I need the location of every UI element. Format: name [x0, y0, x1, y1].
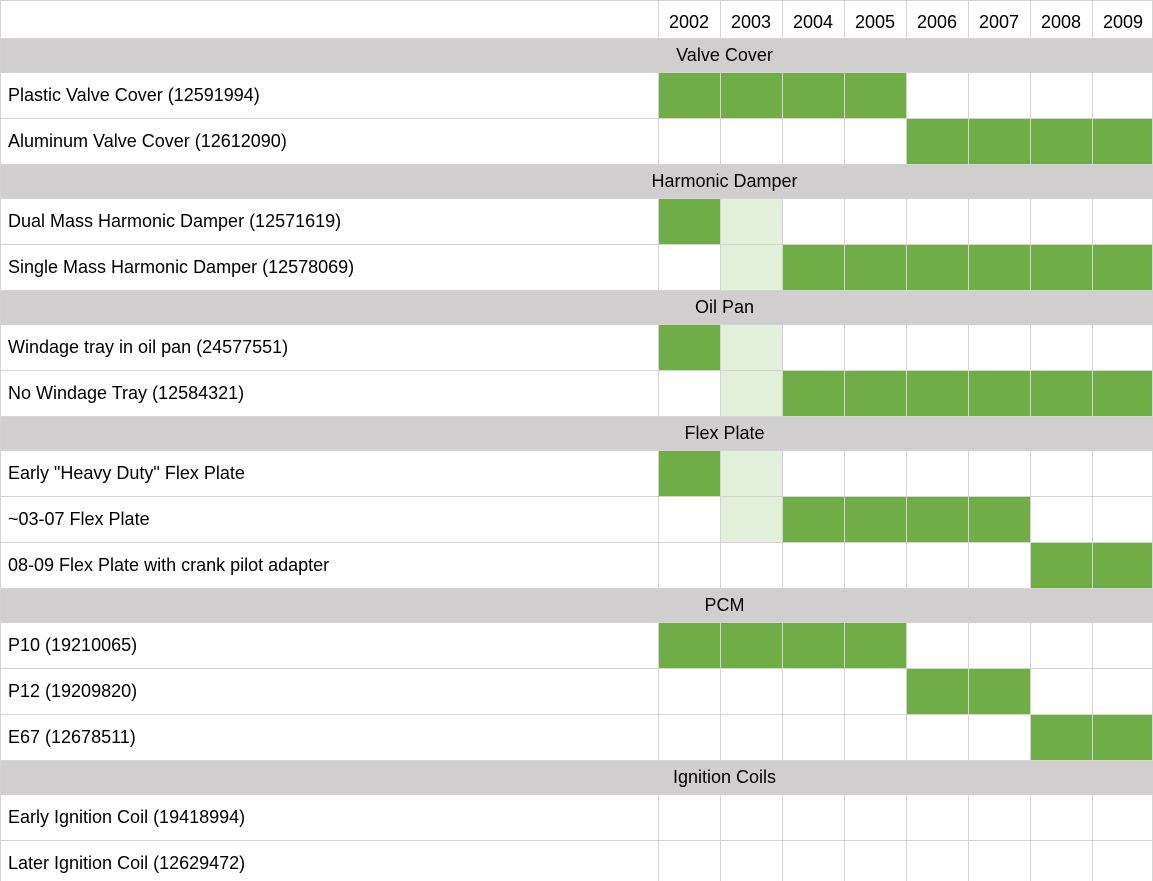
row-label: ~03-07 Flex Plate — [8, 509, 150, 529]
year-header-2004: 2004 — [793, 12, 833, 32]
section-title: Flex Plate — [684, 423, 764, 443]
section-title: PCM — [705, 595, 745, 615]
bar-transition-1-0-1 — [720, 198, 782, 244]
section-band-4 — [0, 588, 1153, 622]
bar-production-1-0-0 — [658, 198, 720, 244]
section-title: Oil Pan — [695, 297, 754, 317]
row-label: Dual Mass Harmonic Damper (12571619) — [8, 211, 341, 231]
row-label: Single Mass Harmonic Damper (12578069) — [8, 257, 354, 277]
bar-production-2-1-1 — [782, 370, 1153, 416]
row-label: P12 (19209820) — [8, 681, 137, 701]
year-header-2006: 2006 — [917, 12, 957, 32]
bar-production-2-0-0 — [658, 324, 720, 370]
row-label: Early "Heavy Duty" Flex Plate — [8, 463, 245, 483]
year-header-2008: 2008 — [1041, 12, 1081, 32]
section-title: Valve Cover — [676, 45, 773, 65]
bar-production-1-1-1 — [782, 244, 1153, 290]
bar-transition-3-0-1 — [720, 450, 782, 496]
bar-production-4-2-0 — [1030, 714, 1153, 760]
row-label: E67 (12678511) — [8, 727, 136, 747]
bar-transition-3-1-0 — [720, 496, 782, 542]
section-title: Harmonic Damper — [651, 171, 797, 191]
bar-production-0-1-0 — [906, 118, 1153, 164]
year-header-2002: 2002 — [669, 12, 709, 32]
row-label: 08-09 Flex Plate with crank pilot adapte… — [8, 555, 329, 575]
row-label: Later Ignition Coil (12629472) — [8, 853, 245, 873]
row-label: Aluminum Valve Cover (12612090) — [8, 131, 287, 151]
row-label: Early Ignition Coil (19418994) — [8, 807, 245, 827]
text-layer: 2002 2003 2004 2005 2006 2007 2008 2009 Valve Co… — [8, 12, 1143, 873]
section-title: Ignition Coils — [673, 767, 776, 787]
bar-production-3-0-0 — [658, 450, 720, 496]
year-header-2007: 2007 — [979, 12, 1019, 32]
bar-production-3-2-0 — [1030, 542, 1153, 588]
section-band-3 — [0, 416, 1153, 450]
bar-transition-2-0-1 — [720, 324, 782, 370]
row-label: Windage tray in oil pan (24577551) — [8, 337, 288, 357]
row-label: No Windage Tray (12584321) — [8, 383, 244, 403]
year-header-2009: 2009 — [1103, 12, 1143, 32]
year-header-2003: 2003 — [731, 12, 771, 32]
section-band-0 — [0, 38, 1153, 72]
bar-transition-1-1-0 — [720, 244, 782, 290]
fill-layer — [0, 38, 1153, 794]
year-header-2005: 2005 — [855, 12, 895, 32]
section-band-5 — [0, 760, 1153, 794]
bar-transition-2-1-0 — [720, 370, 782, 416]
section-band-2 — [0, 290, 1153, 324]
row-label: P10 (19210065) — [8, 635, 137, 655]
section-band-1 — [0, 164, 1153, 198]
row-label: Plastic Valve Cover (12591994) — [8, 85, 260, 105]
